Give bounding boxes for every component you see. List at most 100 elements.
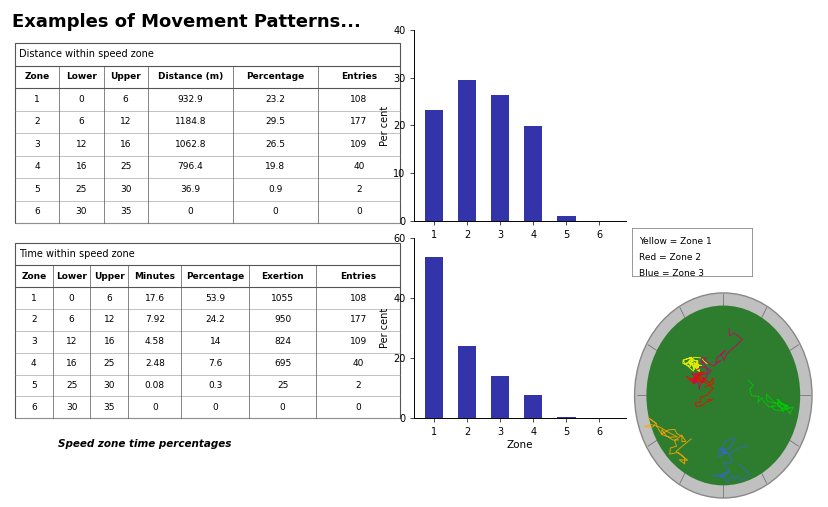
Text: Distance within speed zone: Distance within speed zone bbox=[19, 49, 153, 59]
Text: 6: 6 bbox=[31, 403, 36, 412]
Bar bbox=[458, 346, 476, 418]
Text: 0: 0 bbox=[69, 294, 75, 303]
Text: 25: 25 bbox=[65, 381, 77, 390]
Text: 0: 0 bbox=[355, 403, 361, 412]
Text: 12: 12 bbox=[104, 315, 115, 324]
Ellipse shape bbox=[633, 293, 811, 498]
Text: Upper: Upper bbox=[110, 73, 141, 81]
Bar bbox=[523, 126, 542, 221]
Text: 0: 0 bbox=[272, 207, 277, 216]
Text: 24.2: 24.2 bbox=[205, 315, 224, 324]
Text: 12: 12 bbox=[65, 337, 77, 346]
Text: 0: 0 bbox=[356, 207, 361, 216]
Text: 177: 177 bbox=[350, 117, 367, 126]
Text: 36.9: 36.9 bbox=[180, 185, 200, 194]
X-axis label: Zone: Zone bbox=[507, 242, 532, 252]
Text: Yellow = Zone 1: Yellow = Zone 1 bbox=[638, 237, 710, 246]
Text: 0.08: 0.08 bbox=[145, 381, 165, 390]
Text: 30: 30 bbox=[75, 207, 87, 216]
X-axis label: Zone: Zone bbox=[507, 440, 532, 450]
Text: 824: 824 bbox=[274, 337, 291, 346]
Text: Speed zone time percentages: Speed zone time percentages bbox=[58, 439, 232, 449]
Text: 0: 0 bbox=[79, 95, 84, 104]
Text: Percentage: Percentage bbox=[185, 272, 244, 281]
Text: 4: 4 bbox=[31, 359, 36, 368]
Text: 29.5: 29.5 bbox=[265, 117, 285, 126]
Text: 108: 108 bbox=[350, 95, 367, 104]
Text: 16: 16 bbox=[75, 162, 87, 171]
Bar bbox=[491, 376, 509, 418]
Text: 19.8: 19.8 bbox=[265, 162, 285, 171]
Text: 108: 108 bbox=[349, 294, 367, 303]
Text: 109: 109 bbox=[349, 337, 367, 346]
Text: 1062.8: 1062.8 bbox=[175, 140, 206, 149]
Text: 0.9: 0.9 bbox=[267, 185, 282, 194]
Text: 30: 30 bbox=[120, 185, 132, 194]
Text: 53.9: 53.9 bbox=[205, 294, 225, 303]
Text: 5: 5 bbox=[31, 381, 36, 390]
Text: 3: 3 bbox=[34, 140, 40, 149]
Text: 23.2: 23.2 bbox=[265, 95, 285, 104]
Ellipse shape bbox=[646, 306, 799, 485]
Text: 25: 25 bbox=[277, 381, 288, 390]
Text: 177: 177 bbox=[349, 315, 367, 324]
Text: 2: 2 bbox=[356, 185, 361, 194]
Text: 2.48: 2.48 bbox=[145, 359, 165, 368]
Text: Red = Zone 2: Red = Zone 2 bbox=[638, 252, 700, 262]
Text: Distance (m): Distance (m) bbox=[157, 73, 223, 81]
Text: Time within speed zone: Time within speed zone bbox=[19, 249, 134, 259]
Text: 16: 16 bbox=[65, 359, 77, 368]
Bar bbox=[491, 95, 509, 221]
Text: 0: 0 bbox=[152, 403, 157, 412]
Text: 5: 5 bbox=[34, 185, 40, 194]
Text: 4: 4 bbox=[34, 162, 40, 171]
Text: 6: 6 bbox=[69, 315, 75, 324]
Text: 2: 2 bbox=[355, 381, 361, 390]
Text: 6: 6 bbox=[79, 117, 84, 126]
Text: 6: 6 bbox=[123, 95, 128, 104]
Text: 3: 3 bbox=[31, 337, 36, 346]
Text: Lower: Lower bbox=[56, 272, 87, 281]
Bar bbox=[425, 257, 443, 418]
Text: Zone: Zone bbox=[22, 272, 46, 281]
Text: 0: 0 bbox=[187, 207, 193, 216]
Text: Blue = Zone 3: Blue = Zone 3 bbox=[638, 269, 703, 278]
Text: 25: 25 bbox=[104, 359, 115, 368]
Text: 7.92: 7.92 bbox=[145, 315, 165, 324]
Text: Percentage: Percentage bbox=[246, 73, 304, 81]
Text: 6: 6 bbox=[34, 207, 40, 216]
Bar bbox=[523, 395, 542, 418]
Text: Examples of Movement Patterns...: Examples of Movement Patterns... bbox=[12, 13, 361, 31]
Text: 796.4: 796.4 bbox=[177, 162, 203, 171]
Text: 40: 40 bbox=[353, 162, 364, 171]
Text: Upper: Upper bbox=[94, 272, 124, 281]
Bar bbox=[556, 417, 575, 418]
Text: Entries: Entries bbox=[340, 272, 376, 281]
Text: 16: 16 bbox=[120, 140, 132, 149]
Text: 1055: 1055 bbox=[271, 294, 294, 303]
Text: 14: 14 bbox=[209, 337, 220, 346]
Text: 1: 1 bbox=[34, 95, 40, 104]
Text: 12: 12 bbox=[120, 117, 132, 126]
Text: 7.6: 7.6 bbox=[208, 359, 222, 368]
Text: 950: 950 bbox=[274, 315, 291, 324]
Text: 4.58: 4.58 bbox=[145, 337, 165, 346]
Y-axis label: Per cent: Per cent bbox=[380, 105, 390, 146]
Bar bbox=[458, 80, 476, 221]
Text: 25: 25 bbox=[120, 162, 132, 171]
Text: 17.6: 17.6 bbox=[145, 294, 165, 303]
Text: 2: 2 bbox=[31, 315, 36, 324]
Text: 35: 35 bbox=[120, 207, 132, 216]
Text: 932.9: 932.9 bbox=[177, 95, 203, 104]
Text: Lower: Lower bbox=[66, 73, 97, 81]
Text: Zone: Zone bbox=[25, 73, 50, 81]
Text: Entries: Entries bbox=[340, 73, 377, 81]
Text: 35: 35 bbox=[104, 403, 115, 412]
Text: 6: 6 bbox=[106, 294, 112, 303]
Text: 26.5: 26.5 bbox=[265, 140, 285, 149]
Y-axis label: Per cent: Per cent bbox=[380, 308, 390, 348]
Text: 695: 695 bbox=[274, 359, 291, 368]
Text: 0: 0 bbox=[279, 403, 285, 412]
Text: 2: 2 bbox=[34, 117, 40, 126]
Text: 1184.8: 1184.8 bbox=[175, 117, 206, 126]
